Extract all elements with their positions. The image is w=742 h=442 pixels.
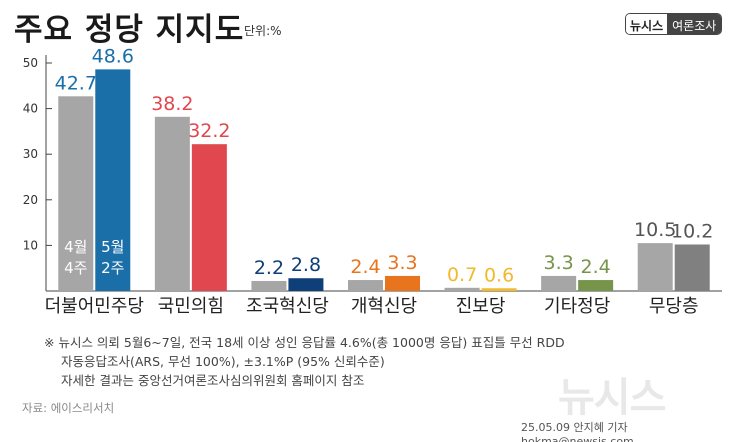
category-label: 개혁신당	[351, 296, 417, 317]
bar	[154, 116, 190, 291]
page-title: 주요 정당 지지도	[14, 12, 245, 48]
note-line: 자세한 결과는 중앙선거여론조사심의위원회 홈페이지 참조	[61, 373, 365, 388]
y-tick-label: 10	[23, 238, 38, 252]
series-inbar-label: 4월	[64, 238, 87, 256]
data-label: 42.7	[55, 72, 97, 94]
bar	[385, 275, 420, 291]
data-label: 2.8	[291, 254, 321, 276]
category-label: 국민의힘	[158, 296, 224, 317]
y-tick-label: 20	[23, 193, 38, 207]
bar	[191, 144, 227, 291]
survey-notes: ※ 뉴시스 의뢰 5월6~7일, 전국 18세 이상 성인 응답률 4.6%(총…	[44, 333, 644, 390]
category-label: 더불어민주당	[45, 296, 144, 317]
bar	[674, 244, 710, 291]
series-inbar-label: 2주	[101, 259, 124, 277]
data-label: 2.2	[254, 257, 284, 279]
bar	[95, 69, 131, 291]
data-label: 32.2	[188, 120, 230, 142]
data-label: 48.6	[92, 45, 134, 67]
category-label: 진보당	[456, 296, 506, 317]
unit-label: 단위:%	[244, 24, 282, 38]
note-line: ※ 뉴시스 의뢰 5월6~7일, 전국 18세 이상 성인 응답률 4.6%(총…	[44, 335, 565, 350]
data-label: 2.4	[581, 256, 611, 278]
note-line: 자동응답조사(ARS, 무선 100%), ±3.1%P (95% 신뢰수준)	[61, 354, 385, 369]
bar	[348, 280, 383, 291]
watermark-logo: 뉴시스	[558, 375, 666, 421]
brand-news-label: 뉴시스	[626, 14, 668, 34]
data-label: 2.4	[350, 256, 380, 278]
data-label: 38.2	[151, 93, 193, 115]
category-label: 무당층	[649, 296, 699, 317]
bar	[481, 288, 517, 291]
category-label: 조국혁신당	[246, 296, 329, 317]
bar	[637, 243, 673, 291]
bar	[288, 278, 324, 291]
series-inbar-label: 5월	[101, 238, 124, 256]
category-label: 기타정당	[544, 296, 610, 317]
bar	[58, 96, 94, 292]
credit-line: 25.05.09 안지혜 기자 hokma@newsis.com	[521, 421, 634, 442]
brand-logo: 뉴시스 여론조사	[625, 13, 723, 35]
bar	[541, 275, 577, 291]
y-tick-label: 50	[23, 56, 38, 70]
bar	[251, 280, 287, 291]
data-label: 3.3	[387, 252, 417, 274]
data-label: 0.6	[484, 264, 514, 286]
bar	[444, 287, 480, 291]
data-label: 10.5	[634, 219, 676, 241]
brand-survey-label: 여론조사	[667, 14, 722, 34]
y-tick-label: 30	[23, 147, 38, 161]
data-label: 10.2	[671, 220, 713, 242]
y-tick-label: 40	[23, 102, 38, 116]
source-label: 자료: 에이스리서치	[22, 401, 115, 415]
bar	[578, 280, 614, 291]
series-inbar-label: 4주	[64, 259, 87, 277]
data-label: 3.3	[544, 252, 574, 274]
data-label: 0.7	[447, 264, 477, 286]
